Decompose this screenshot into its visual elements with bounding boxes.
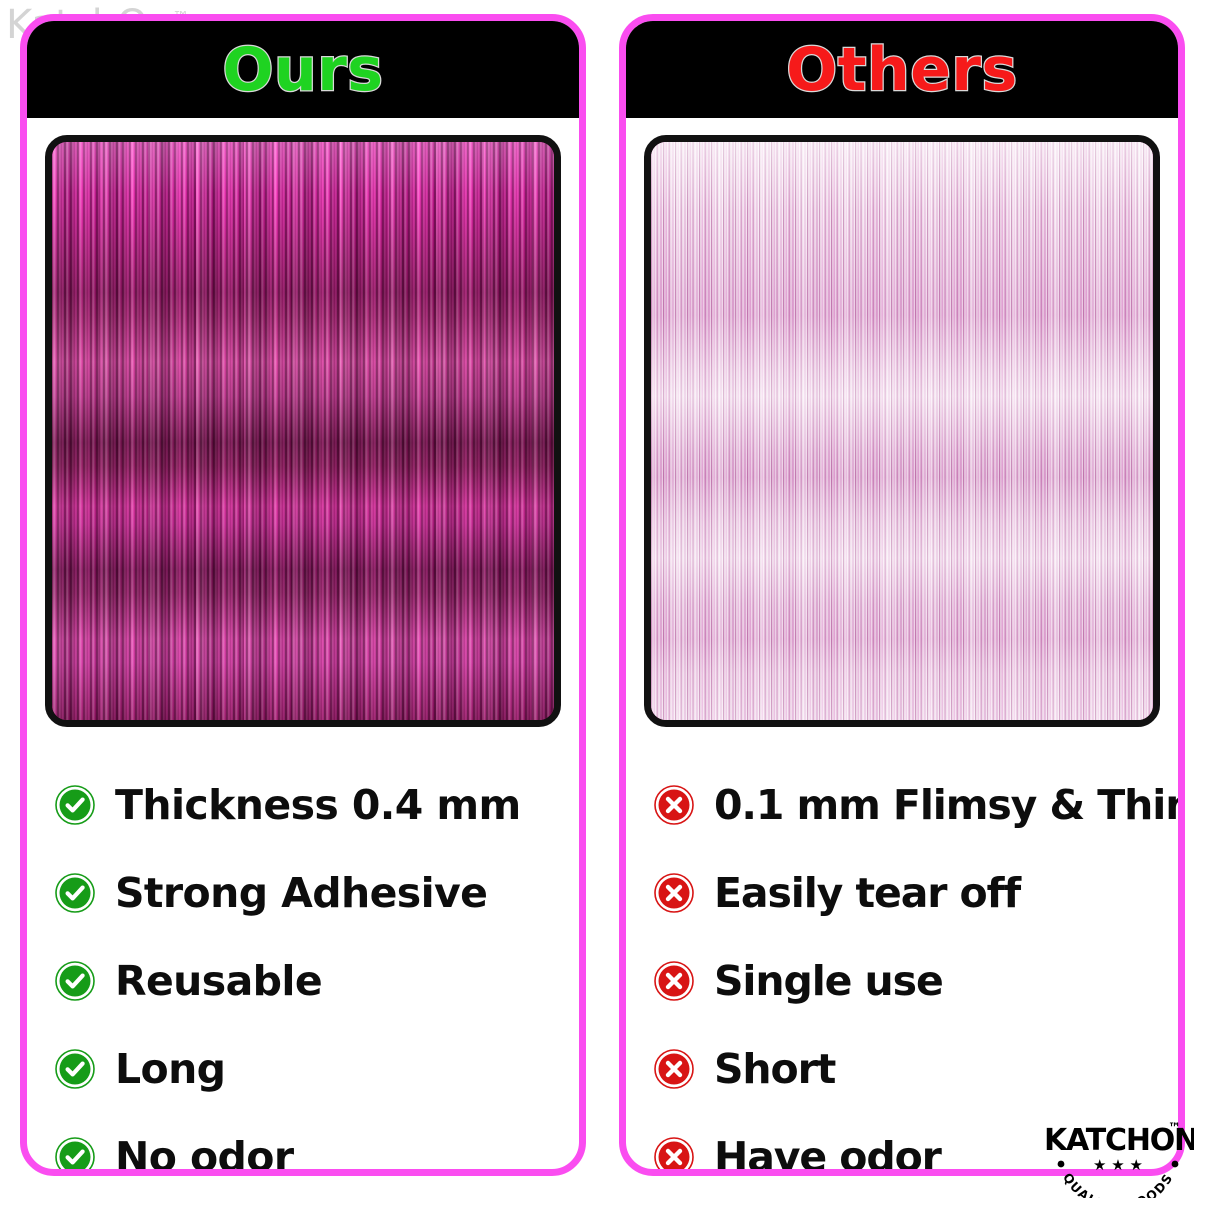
- check-circle-icon: [55, 873, 95, 913]
- feature-row: No odor: [55, 1113, 569, 1176]
- feature-row: Short: [654, 1025, 1168, 1113]
- feature-label: Reusable: [115, 956, 323, 1005]
- panel-title-ours: Ours: [221, 34, 384, 105]
- feature-label: Easily tear off: [714, 868, 1021, 917]
- feature-label: No odor: [115, 1132, 294, 1176]
- panel-header-ours: Ours: [27, 21, 579, 118]
- x-circle-icon: [654, 785, 694, 825]
- feature-label: Thickness 0.4 mm: [115, 780, 521, 829]
- feature-list-others: 0.1 mm Flimsy & Thin Easily tear off: [626, 727, 1178, 1176]
- product-image-others: [644, 135, 1160, 727]
- x-circle-icon: [654, 961, 694, 1001]
- brand-logo-name: KATCHON: [1044, 1123, 1194, 1158]
- x-circle-icon: [654, 1137, 694, 1169]
- feature-label: Long: [115, 1044, 226, 1093]
- logo-dot-right: [1171, 1160, 1179, 1168]
- panel-header-others: Others: [626, 21, 1178, 118]
- feature-label: 0.1 mm Flimsy & Thin: [714, 780, 1185, 829]
- comparison-panel-ours: Ours Thickness 0.4 mm: [20, 14, 586, 1176]
- feature-label: Single use: [714, 956, 944, 1005]
- check-circle-icon: [55, 1049, 95, 1089]
- x-circle-icon: [654, 873, 694, 913]
- product-photo-wrap-others: [626, 118, 1178, 727]
- feature-row: Strong Adhesive: [55, 849, 569, 937]
- product-photo-wrap-ours: [27, 118, 579, 727]
- brand-logo-tm: ™: [1168, 1121, 1181, 1136]
- feature-row: 0.1 mm Flimsy & Thin: [654, 761, 1178, 849]
- feature-row: Reusable: [55, 937, 569, 1025]
- check-circle-icon: [55, 1137, 95, 1169]
- logo-dot-left: [1057, 1160, 1065, 1168]
- feature-row: Thickness 0.4 mm: [55, 761, 569, 849]
- panel-title-others: Others: [785, 34, 1018, 105]
- brand-logo-stars: ★ ★ ★: [1093, 1156, 1143, 1174]
- product-image-ours: [45, 135, 561, 727]
- comparison-panel-others: Others 0.1 mm Flimsy & Thin: [619, 14, 1185, 1176]
- check-circle-icon: [55, 961, 95, 1001]
- feature-row: Easily tear off: [654, 849, 1168, 937]
- x-circle-icon: [654, 1049, 694, 1089]
- foil-fringe-texture-others: [651, 142, 1153, 720]
- feature-row: Long: [55, 1025, 569, 1113]
- feature-list-ours: Thickness 0.4 mm Strong Adhesive Reu: [27, 727, 579, 1176]
- feature-label: Short: [714, 1044, 836, 1093]
- brand-logo-tagline: QUALITY GOODS: [1060, 1170, 1176, 1198]
- foil-fringe-texture-ours: [52, 142, 554, 720]
- feature-label: Have odor: [714, 1132, 942, 1176]
- feature-row: Have odor: [654, 1113, 1168, 1176]
- katchon-brand-logo: KATCHON ™ ★ ★ ★ QUALITY GOODS: [1042, 1106, 1194, 1198]
- feature-label: Strong Adhesive: [115, 868, 488, 917]
- check-circle-icon: [55, 785, 95, 825]
- feature-row: Single use: [654, 937, 1168, 1025]
